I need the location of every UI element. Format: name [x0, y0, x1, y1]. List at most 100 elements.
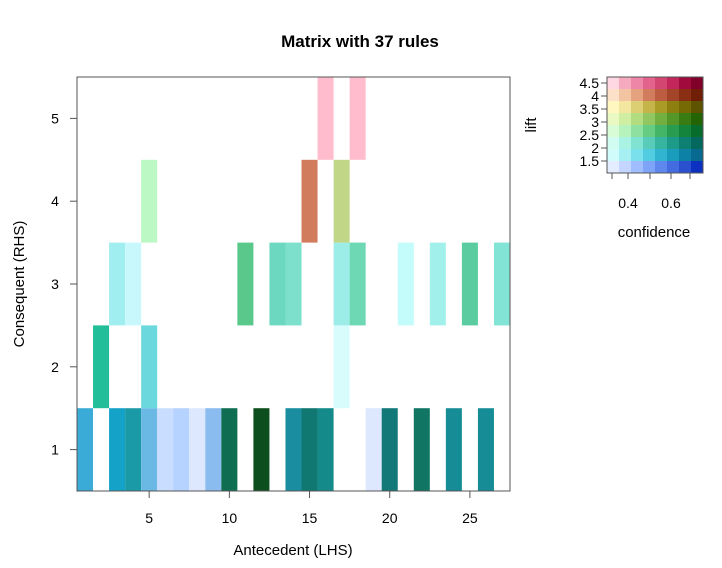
- x-tick-label: 25: [462, 510, 478, 526]
- legend-swatch: [631, 137, 644, 150]
- matrix-cell: [141, 159, 158, 243]
- legend-swatch: [631, 101, 644, 114]
- legend-swatch: [643, 77, 656, 90]
- legend-swatch: [607, 77, 620, 90]
- matrix-cell: [253, 408, 270, 491]
- legend-swatch: [619, 89, 632, 102]
- y-tick-label: 2: [51, 359, 59, 375]
- legend-swatch: [667, 137, 680, 150]
- legend-swatch: [655, 101, 668, 114]
- matrix-cell: [349, 77, 366, 160]
- legend-y-tick-label: 4.5: [580, 75, 600, 91]
- legend-swatch: [667, 113, 680, 126]
- legend-y-axis: 1.522.533.544.5: [580, 75, 607, 169]
- legend-color-grid: [607, 77, 704, 174]
- legend-swatch: [631, 149, 644, 162]
- legend-swatch: [643, 113, 656, 126]
- matrix-cell: [109, 408, 126, 491]
- legend-swatch: [679, 149, 692, 162]
- legend-swatch: [631, 113, 644, 126]
- x-tick-label: 5: [145, 510, 153, 526]
- x-tick-label: 10: [222, 510, 238, 526]
- legend-y-tick-label: 4: [591, 88, 599, 104]
- legend-swatch: [607, 113, 620, 126]
- legend-frame: [606, 76, 704, 174]
- legend-x-title: confidence: [618, 224, 691, 241]
- matrix-cell: [141, 325, 158, 409]
- legend-swatch: [667, 161, 680, 174]
- y-tick-label: 3: [51, 276, 59, 292]
- y-tick-label: 4: [51, 193, 59, 209]
- legend-swatch: [667, 89, 680, 102]
- legend-y-tick-label: 2.5: [580, 127, 600, 143]
- matrix-cell: [125, 408, 142, 491]
- matrix-cell: [445, 408, 462, 491]
- matrix-cell: [189, 408, 206, 491]
- legend-swatch: [667, 101, 680, 114]
- x-axis: 5 10 15 20 25: [145, 491, 478, 526]
- legend-swatch: [691, 101, 704, 114]
- matrix-cell: [157, 408, 174, 491]
- legend-swatch: [691, 113, 704, 126]
- matrix-cell: [333, 242, 350, 326]
- legend-swatch: [631, 125, 644, 138]
- matrix-cell: [141, 408, 158, 491]
- legend-y-tick-label: 1.5: [580, 153, 600, 169]
- legend-swatch: [619, 125, 632, 138]
- matrix-cell: [205, 408, 222, 491]
- legend-x-tick-label: 0.6: [661, 195, 681, 211]
- legend-swatch: [667, 149, 680, 162]
- matrix-cell: [173, 408, 190, 491]
- y-axis: 1 2 3 4 5: [51, 110, 77, 458]
- matrix-cell: [285, 408, 302, 491]
- legend-swatch: [679, 125, 692, 138]
- legend-swatch: [691, 161, 704, 174]
- matrix-cell: [285, 242, 302, 326]
- legend-swatch: [619, 161, 632, 174]
- legend-swatch: [607, 149, 620, 162]
- matrix-cell: [109, 242, 126, 326]
- chart-title: Matrix with 37 rules: [281, 32, 439, 51]
- legend-swatch: [643, 101, 656, 114]
- legend-x-axis: 0.4 0.6: [611, 173, 691, 211]
- y-axis-title: Consequent (RHS): [11, 221, 28, 348]
- legend-swatch: [607, 101, 620, 114]
- matrix-cell: [317, 77, 334, 160]
- matrix-cell: [317, 408, 334, 491]
- matrix-cell: [301, 408, 318, 491]
- legend-swatch: [679, 137, 692, 150]
- legend-swatch: [619, 77, 632, 90]
- matrix-cell: [125, 242, 142, 326]
- x-tick-label: 15: [302, 510, 318, 526]
- matrix-cell: [381, 408, 398, 491]
- legend-swatch: [679, 101, 692, 114]
- matrix-cell: [493, 242, 510, 326]
- legend-swatch: [655, 77, 668, 90]
- matrix-cell: [333, 159, 350, 243]
- legend-swatch: [655, 125, 668, 138]
- legend-swatch: [643, 137, 656, 150]
- matrix-cell: [333, 325, 350, 409]
- legend-swatch: [691, 149, 704, 162]
- matrix-cell: [397, 242, 414, 326]
- legend-swatch: [607, 89, 620, 102]
- legend-y-tick-label: 2: [591, 140, 599, 156]
- matrix-cell: [429, 242, 446, 326]
- legend-swatch: [691, 89, 704, 102]
- legend-swatch: [679, 161, 692, 174]
- x-axis-title: Antecedent (LHS): [233, 542, 352, 559]
- matrix-cell: [477, 408, 494, 491]
- legend-swatch: [619, 137, 632, 150]
- x-tick-label: 20: [382, 510, 398, 526]
- matrix-cell: [237, 242, 254, 326]
- legend-y-tick-label: 3: [591, 114, 599, 130]
- legend-y-tick-label: 3.5: [580, 101, 600, 117]
- legend-swatch: [679, 113, 692, 126]
- matrix-cell: [349, 242, 366, 326]
- legend-swatch: [631, 77, 644, 90]
- legend-swatch: [655, 149, 668, 162]
- matrix-cell: [413, 408, 430, 491]
- legend-swatch: [679, 77, 692, 90]
